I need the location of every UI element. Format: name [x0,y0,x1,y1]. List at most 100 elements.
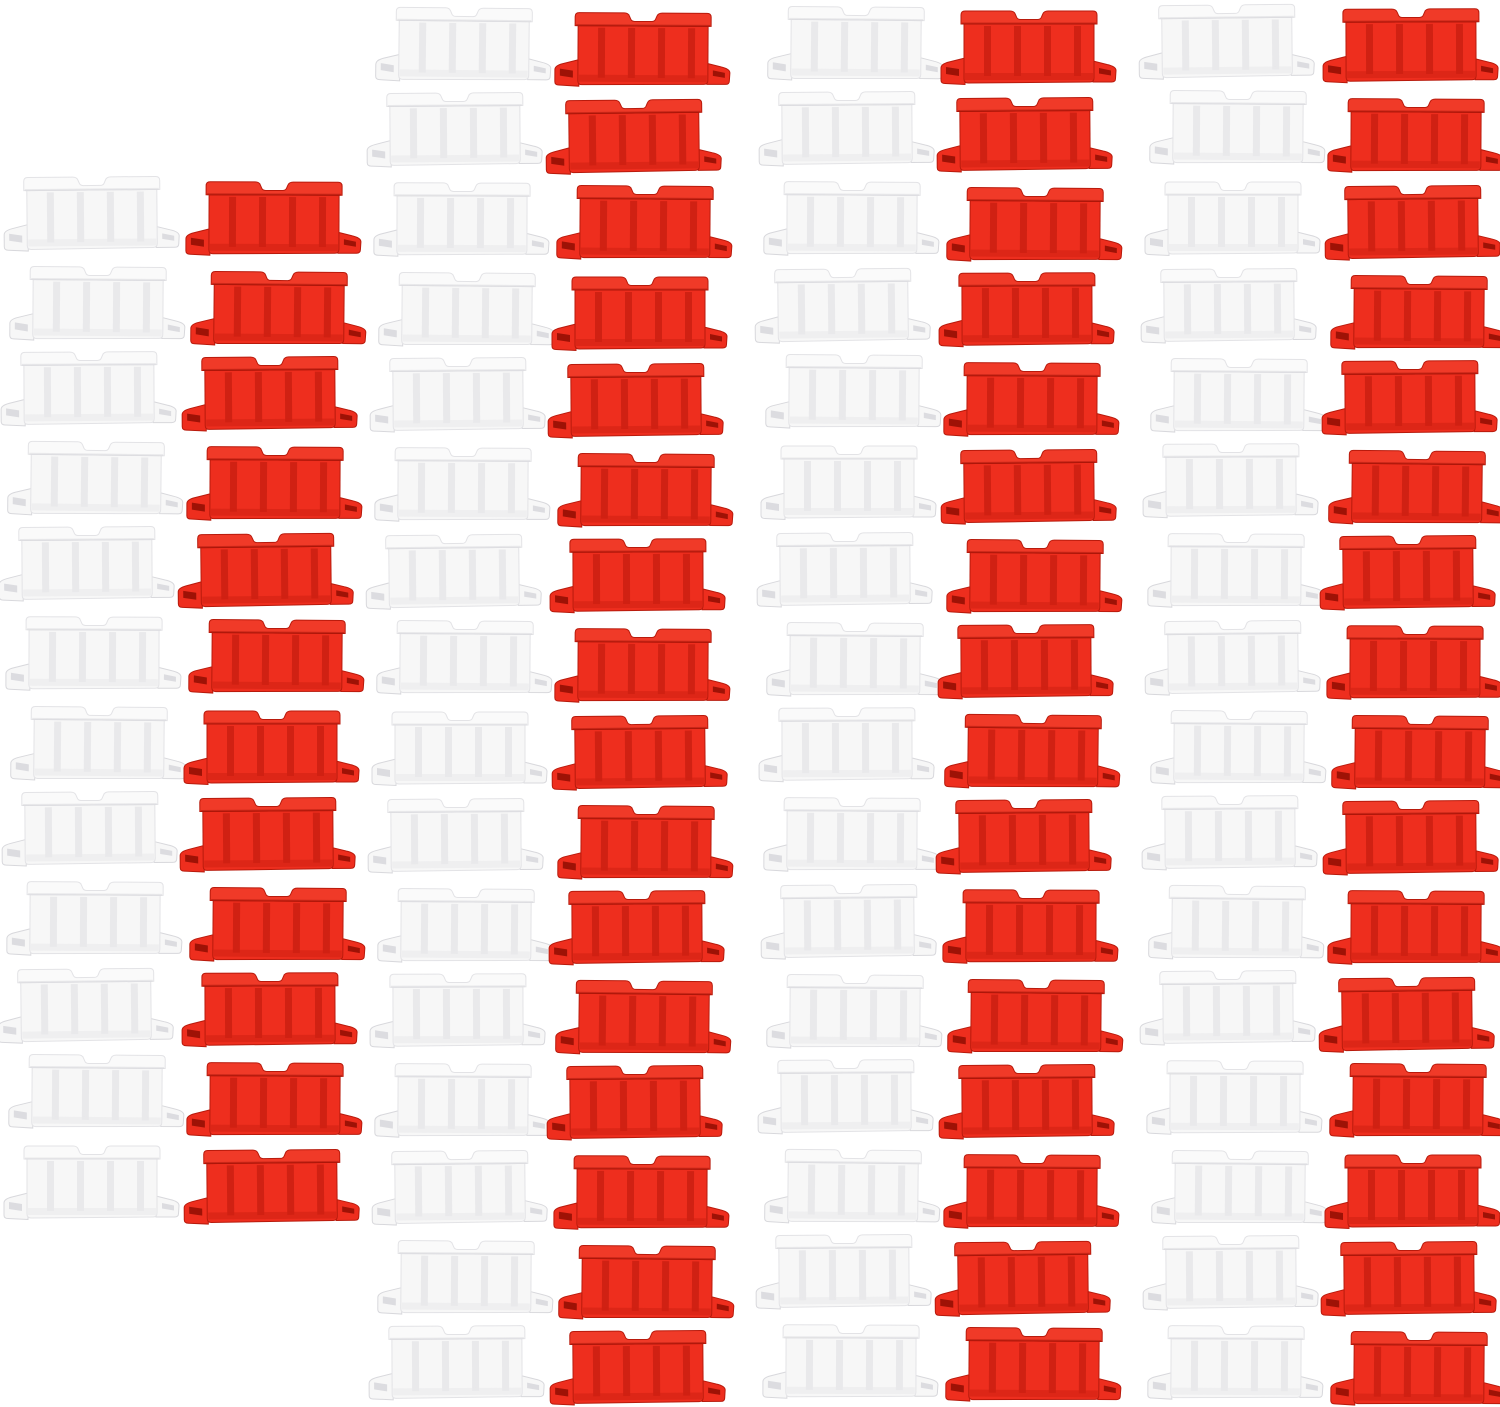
barrier-rail-shadow [778,1071,913,1074]
barrier-bottom-shade [210,508,339,517]
barrier-groove [1017,729,1026,780]
barrier-right-foot-slot [1099,506,1112,514]
traffic-barrier-graphic [557,453,734,528]
barrier-right-foot-slot [1297,61,1310,69]
traffic-barrier-graphic [1326,625,1500,700]
traffic-barrier-graphic [767,5,944,81]
barrier-groove [887,283,896,334]
barrier-top-rail [786,622,924,637]
traffic-barrier-graphic [0,351,177,427]
barrier-top-rail [23,175,161,192]
barrier-bottom-shade [1167,1297,1296,1306]
barrier-right-foot-slot [1099,68,1111,76]
barrier-groove [864,461,871,511]
barrier-groove [502,372,511,423]
barrier-rail-shadow [18,979,153,984]
red-barrier [187,266,372,352]
barrier-top-rail [963,1154,1101,1169]
barrier-rail-shadow [777,544,912,547]
barrier-groove [1273,283,1282,334]
barrier-right-foot-slot [1489,773,1500,782]
barrier-groove [468,549,477,600]
barrier-groove [1043,464,1052,515]
barrier-groove [113,722,122,773]
red-barrier [1316,530,1500,615]
barrier-groove [1018,1342,1027,1393]
barrier-top-rail [1159,970,1297,985]
barrier-groove [1040,639,1049,690]
barrier-body [204,985,336,1046]
barrier-groove [1183,284,1192,335]
barrier-top-rail [1351,714,1489,731]
barrier-groove [142,282,151,333]
barrier-left-foot-slot [940,1298,954,1308]
barrier-groove [630,820,639,871]
barrier-body [1167,194,1299,255]
barrier-bottom-shade [785,508,913,515]
barrier-left-foot-slot [1150,238,1163,247]
barrier-bottom-shade [214,333,343,342]
barrier-left-foot-slot [943,681,957,691]
barrier-right-foot-slot [162,1203,174,1211]
barrier-groove [1187,636,1196,687]
red-barrier [176,792,361,877]
barrier-groove [834,461,841,511]
barrier-rail-shadow [789,17,924,22]
barrier-left-foot-slot [764,764,778,774]
barrier-body [571,903,703,964]
barrier-groove [1459,641,1468,692]
barrier-groove [691,1261,700,1312]
barrier-body [209,459,341,520]
barrier-groove [654,730,663,781]
white-barrier [762,349,947,434]
barrier-left-foot-slot [555,595,569,605]
barrier-groove [1011,1080,1020,1131]
barrier-groove [1075,905,1084,956]
barrier-right-foot-slot [1306,943,1319,952]
barrier-rail-shadow [962,22,1096,25]
barrier-right-foot-slot [921,239,934,247]
red-barrier [933,92,1118,177]
white-barrier [754,1055,938,1140]
traffic-barrier-graphic [756,532,933,608]
barrier-groove [419,635,428,686]
barrier-right-foot-slot [164,939,177,947]
barrier-groove [1046,378,1055,429]
traffic-barrier-graphic [1150,710,1327,785]
barrier-body [581,1257,713,1319]
barrier-top-rail [201,356,339,371]
barrier-left-foot-slot [12,497,26,507]
barrier-groove [681,905,690,956]
barrier-bottom-shade [787,859,916,868]
barrier-top-rail [398,271,536,288]
traffic-barrier-graphic [1147,1325,1324,1400]
barrier-right-foot-slot [715,511,728,520]
barrier-bottom-shade [969,1389,1098,1398]
barrier-body [1161,16,1293,79]
barrier-left-foot-slot [377,768,390,777]
barrier-groove [51,1069,60,1120]
barrier-left-foot-slot [942,154,956,164]
barrier-bottom-shade [398,1125,527,1134]
barrier-groove [1016,377,1025,428]
barrier-groove [322,903,331,954]
barrier-groove [108,632,117,683]
traffic-barrier-graphic [10,705,187,781]
barrier-groove [104,806,113,857]
traffic-barrier-graphic [190,270,367,346]
barrier-body [969,552,1101,613]
barrier-groove [130,983,139,1034]
traffic-barrier-graphic [757,1059,934,1135]
barrier-rail-shadow [389,1337,524,1340]
barrier-right-foot-slot [1102,772,1115,781]
white-barrier [755,86,940,171]
barrier-left-foot-slot [771,678,785,688]
barrier-groove [1424,375,1433,426]
barrier-groove [258,196,267,247]
barrier-left-foot-slot [379,503,393,513]
barrier-groove [1044,26,1051,76]
barrier-groove [803,900,812,951]
barrier-left-foot-slot [941,856,955,866]
barrier-rail-shadow [1161,280,1296,283]
barrier-top-rail [575,979,713,996]
